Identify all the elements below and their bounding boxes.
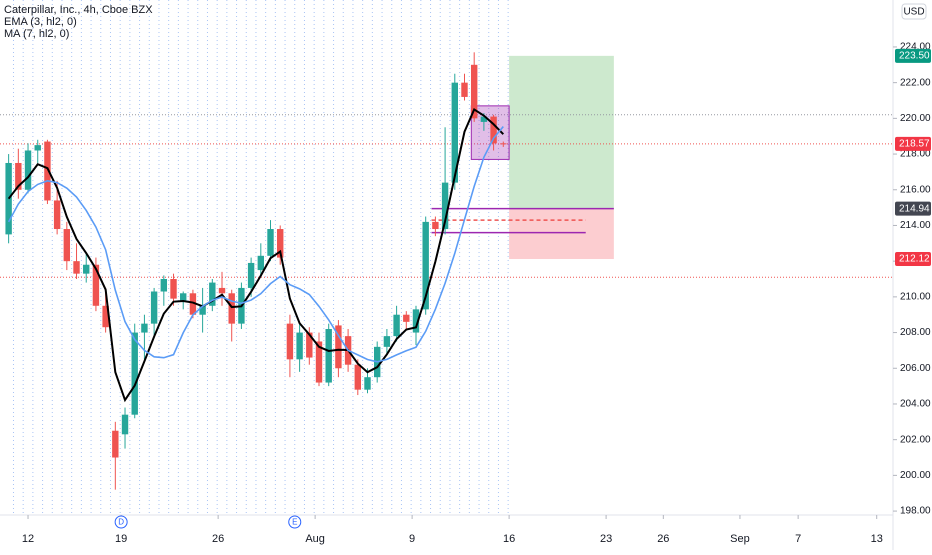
- candle-body: [257, 255, 265, 271]
- candle-body: [150, 291, 158, 324]
- legend-entry: MA (7, hl2, 0): [4, 28, 69, 40]
- candle-body: [53, 200, 61, 230]
- y-tick-label: 220.00: [900, 113, 931, 124]
- target-zone: [509, 55, 614, 209]
- x-tick-label: 19: [115, 533, 127, 545]
- y-tick-label: 224.00: [900, 42, 931, 53]
- price-badge: [895, 48, 931, 63]
- candle-body: [5, 162, 12, 235]
- y-tick-label: 202.00: [900, 434, 931, 445]
- candle-body: [451, 82, 458, 183]
- currency-box[interactable]: [901, 3, 927, 20]
- candle-body: [296, 332, 303, 360]
- x-tick-label: 9: [409, 533, 415, 545]
- event-label: D: [118, 518, 124, 527]
- price-badge-label: 214.94: [899, 203, 930, 214]
- candle-body: [34, 145, 41, 151]
- price-badge-label: 218.57: [899, 139, 930, 150]
- y-tick-label: 204.00: [900, 399, 931, 410]
- indicator-line: [7, 126, 504, 363]
- y-tick-label: 222.00: [900, 77, 931, 88]
- candle-body: [24, 150, 32, 190]
- candle-body: [441, 182, 449, 230]
- candle-body: [209, 282, 216, 306]
- candle-body: [315, 341, 323, 383]
- candle-body: [403, 314, 410, 322]
- candle-body: [393, 314, 400, 337]
- candle-body: [63, 229, 71, 262]
- price-badge-label: 212.12: [899, 254, 930, 265]
- candle-body: [228, 293, 235, 324]
- candle-body: [199, 305, 206, 315]
- candle-body: [73, 261, 80, 274]
- candle-body: [44, 141, 51, 201]
- candle-body: [189, 293, 197, 315]
- candle-body: [286, 323, 294, 360]
- candle-body: [247, 262, 255, 288]
- y-tick-label: 208.00: [900, 327, 931, 338]
- x-tick-label: 13: [871, 533, 883, 545]
- price-badge-label: 223.50: [899, 51, 930, 62]
- y-tick-label: 198.00: [900, 506, 931, 517]
- candle-body: [180, 293, 187, 301]
- candle-body: [470, 64, 478, 119]
- highlight-box: [470, 105, 510, 160]
- y-tick-label: 218.00: [900, 149, 931, 160]
- currency[interactable]: USD: [903, 7, 924, 18]
- candle-body: [102, 305, 109, 328]
- candle-body: [170, 279, 177, 299]
- candle-body: [412, 309, 420, 333]
- candle-body: [15, 162, 22, 190]
- candle-body: [500, 143, 507, 145]
- stop-zone: [509, 208, 614, 260]
- candle-body: [432, 221, 439, 230]
- candle-body: [422, 221, 429, 310]
- candle-body: [335, 325, 342, 369]
- candle-body: [160, 279, 168, 292]
- indicator-line: [7, 107, 505, 403]
- y-tick-label: 210.00: [900, 292, 931, 303]
- candle-body: [83, 264, 90, 274]
- x-tick-label: 16: [503, 533, 515, 545]
- event-marker: [288, 515, 302, 529]
- candle-body: [364, 377, 371, 390]
- y-tick-label: 216.00: [900, 184, 931, 195]
- candle-body: [267, 229, 274, 256]
- legend-entry: EMA (3, hl2, 0): [4, 16, 77, 28]
- x-tick-label: 12: [22, 533, 34, 545]
- x-tick-label: Sep: [730, 533, 750, 545]
- event-marker: [114, 515, 128, 529]
- x-tick-label: 26: [657, 533, 669, 545]
- candle-body: [383, 336, 391, 347]
- price-badge: [895, 252, 931, 267]
- x-tick-label: 26: [212, 533, 224, 545]
- y-tick-label: 200.00: [900, 470, 931, 481]
- candle-body: [306, 332, 313, 358]
- candle-body: [141, 323, 148, 333]
- candle-body: [354, 364, 362, 390]
- price-badge: [895, 136, 931, 151]
- candle-body: [121, 414, 129, 435]
- candle-body: [112, 430, 119, 458]
- price-badge: [895, 201, 931, 216]
- candle-body: [461, 82, 468, 97]
- candle-body: [480, 116, 488, 122]
- x-tick-label: Aug: [305, 533, 325, 545]
- candle-body: [92, 264, 100, 306]
- candle-body: [218, 287, 226, 294]
- candle-body: [277, 229, 284, 258]
- event-label: E: [292, 518, 297, 527]
- candle-body: [325, 328, 332, 383]
- x-tick-label: 7: [795, 533, 801, 545]
- x-tick-label: 23: [600, 533, 612, 545]
- y-tick-label: 206.00: [900, 363, 931, 374]
- y-tick-label: 214.00: [900, 220, 931, 231]
- candle-body: [490, 116, 497, 144]
- candle-body: [131, 332, 138, 415]
- chart-title: Caterpillar, Inc., 4h, Cboe BZX: [4, 4, 153, 16]
